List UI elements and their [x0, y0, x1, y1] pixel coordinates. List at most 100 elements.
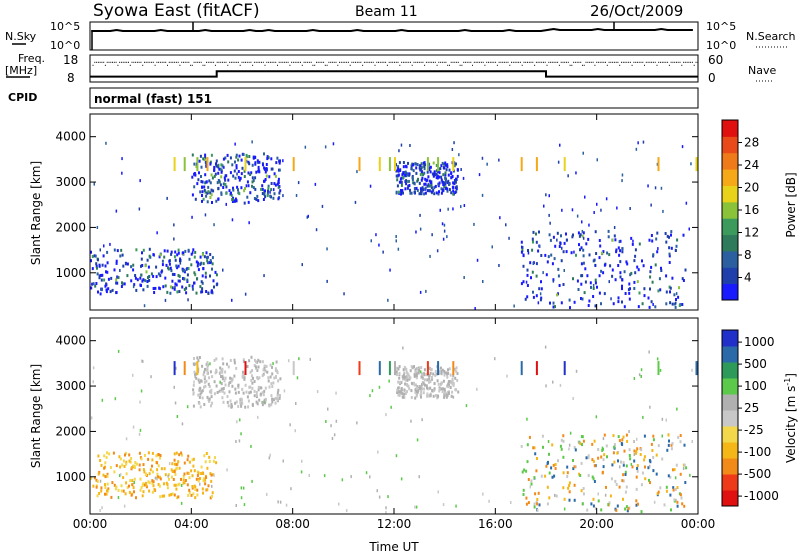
- heatmap-cell: [689, 473, 691, 477]
- heatmap-cell: [521, 470, 524, 474]
- heatmap-cell: [183, 288, 186, 291]
- heatmap-cell: [670, 233, 672, 237]
- heatmap-cell: [98, 276, 101, 280]
- heatmap-cell: [183, 472, 186, 476]
- power-colorbar-swatch: [722, 136, 738, 154]
- heatmap-cell: [190, 469, 193, 473]
- heatmap-cell: [228, 189, 231, 193]
- heatmap-cell: [176, 496, 179, 500]
- heatmap-cell: [258, 170, 261, 174]
- heatmap-cell: [562, 486, 565, 490]
- nave-dot: [594, 64, 596, 66]
- heatmap-cell: [244, 187, 246, 190]
- nave-dot: [303, 61, 305, 63]
- nave-dot: [589, 61, 591, 63]
- nave-dot: [183, 61, 184, 63]
- heatmap-cell: [369, 394, 371, 398]
- heatmap-cell: [622, 461, 625, 465]
- nave-dot: [305, 61, 307, 63]
- heatmap-cell: [201, 194, 203, 197]
- heatmap-cell: [186, 483, 189, 487]
- heatmap-cell: [657, 444, 660, 448]
- heatmap-cell: [608, 280, 610, 284]
- heatmap-cell: [236, 172, 238, 176]
- heatmap-cell: [146, 258, 149, 262]
- heatmap-cell: [240, 398, 243, 402]
- y-tick-label: 3000: [55, 379, 86, 393]
- heatmap-cell: [402, 175, 405, 179]
- heatmap-cell: [204, 190, 207, 194]
- heatmap-cell: [563, 497, 566, 501]
- heatmap-cell: [266, 192, 269, 196]
- heatmap-cell: [226, 400, 229, 404]
- heatmap-cell: [666, 448, 669, 452]
- heatmap-cell: [611, 238, 614, 242]
- heatmap-cell: [201, 471, 204, 475]
- x-tick-label: 12:00: [377, 517, 412, 531]
- nave-label: Nave: [748, 64, 776, 77]
- heatmap-cell: [157, 483, 160, 486]
- heatmap-cell: [462, 176, 465, 180]
- heatmap-cell: [214, 371, 217, 375]
- nave-dot: [326, 64, 328, 66]
- heatmap-cell: [665, 418, 667, 422]
- heatmap-cell: [447, 371, 450, 375]
- heatmap-cell: [187, 248, 190, 252]
- heatmap-cell: [196, 493, 199, 497]
- heatmap-cell: [225, 185, 228, 189]
- heatmap-cell: [264, 386, 267, 390]
- nave-dot: [697, 61, 699, 63]
- nave-dot: [420, 61, 422, 63]
- velocity-colorbar-swatch: [722, 362, 738, 379]
- heatmap-cell: [525, 496, 528, 500]
- heatmap-cell: [216, 181, 219, 185]
- heatmap-cell: [433, 186, 436, 190]
- heatmap-cell: [275, 360, 278, 364]
- nave-dot: [385, 61, 387, 63]
- heatmap-cell: [237, 170, 240, 173]
- heatmap-cell: [244, 405, 247, 409]
- heatmap-cell: [667, 433, 670, 437]
- heatmap-cell: [173, 452, 176, 456]
- nave-dot: [195, 61, 197, 63]
- nave-dot: [464, 61, 466, 63]
- heatmap-cell: [433, 173, 436, 177]
- heatmap-cell: [651, 239, 654, 243]
- heatmap-cell: [219, 370, 222, 374]
- heatmap-cell: [675, 292, 678, 296]
- heatmap-cell: [193, 185, 196, 189]
- heatmap-cell: [609, 264, 612, 268]
- nave-dot: [353, 61, 355, 63]
- heatmap-cell: [248, 359, 251, 363]
- heatmap-cell: [579, 248, 581, 252]
- heatmap-cell: [113, 470, 116, 474]
- heatmap-cell: [257, 160, 259, 164]
- heatmap-cell: [669, 301, 672, 305]
- heatmap-cell: [465, 404, 468, 408]
- nave-dot: [558, 64, 560, 66]
- heatmap-cell: [650, 234, 653, 237]
- heatmap-cell: [263, 167, 266, 171]
- heatmap-cell: [199, 386, 202, 390]
- heatmap-cell: [617, 264, 620, 267]
- heatmap-cell: [106, 261, 109, 265]
- nsky-frame: [89, 21, 699, 51]
- heatmap-cell: [413, 372, 416, 376]
- heatmap-cell: [581, 502, 584, 506]
- heatmap-cell: [198, 380, 201, 384]
- heatmap-cell: [584, 280, 587, 284]
- velocity-colorbar-swatch: [722, 490, 738, 507]
- heatmap-cell: [301, 263, 303, 267]
- heatmap-cell: [202, 491, 204, 495]
- heatmap-cell: [652, 253, 655, 257]
- nave-dot: [261, 61, 262, 63]
- heatmap-cell: [452, 186, 455, 189]
- heatmap-cell: [97, 290, 99, 294]
- heatmap-cell: [205, 180, 208, 184]
- heatmap-cell: [242, 358, 245, 362]
- heatmap-cell: [194, 372, 196, 376]
- heatmap-cell: [413, 182, 416, 186]
- heatmap-cell: [649, 287, 651, 291]
- heatmap-cell: [230, 193, 233, 197]
- heatmap-cell: [677, 295, 680, 299]
